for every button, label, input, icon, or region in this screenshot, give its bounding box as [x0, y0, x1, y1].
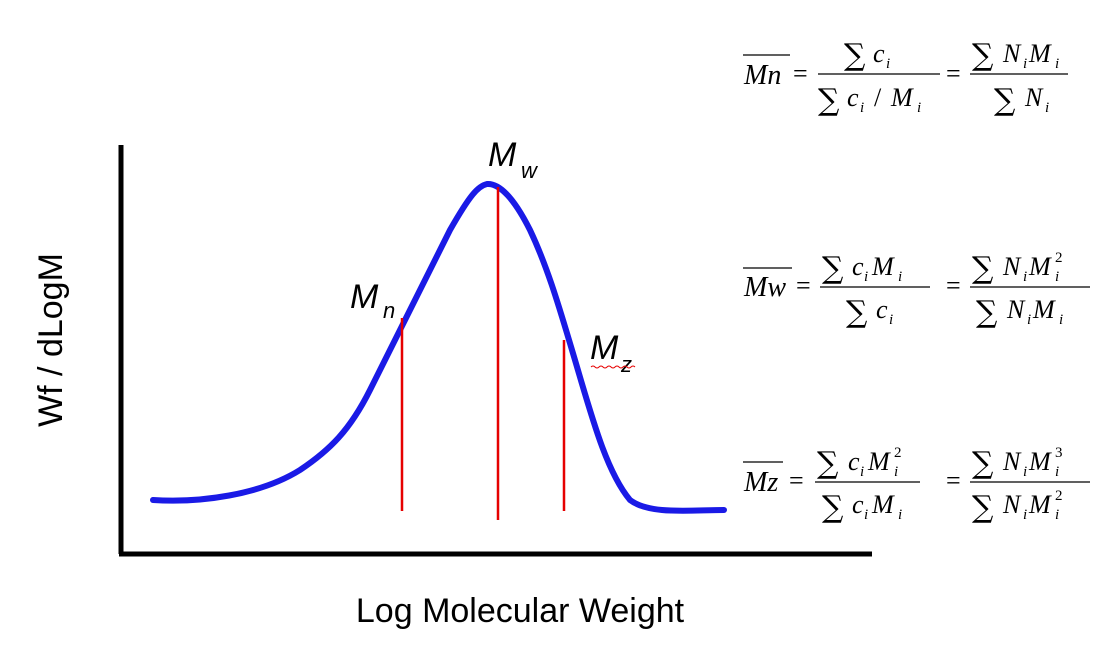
svg-text:=: =	[946, 466, 961, 495]
svg-text:3: 3	[1055, 445, 1063, 461]
svg-text:M: M	[867, 447, 891, 476]
mz-label-base: M	[590, 329, 619, 367]
mz-lhs: Mz	[743, 467, 778, 498]
mw-lhs: Mw	[743, 272, 786, 303]
svg-text:c: c	[876, 295, 888, 324]
svg-text:M: M	[890, 83, 914, 112]
svg-text:i: i	[864, 507, 868, 523]
svg-text:i: i	[886, 56, 890, 72]
svg-text:N: N	[1002, 490, 1022, 519]
mn-label-sub: n	[383, 298, 395, 323]
svg-text:c: c	[873, 39, 885, 68]
svg-text:i: i	[860, 464, 864, 480]
svg-text:i: i	[1023, 464, 1027, 480]
svg-text:∑: ∑	[972, 446, 994, 481]
svg-text:i: i	[898, 507, 902, 523]
svg-text:2: 2	[1055, 488, 1063, 504]
svg-text:i: i	[1055, 56, 1059, 72]
svg-text:i: i	[1027, 312, 1031, 328]
svg-text:∑: ∑	[817, 446, 839, 481]
svg-text:N: N	[1002, 252, 1022, 281]
svg-text:i: i	[1055, 464, 1059, 480]
svg-text:i: i	[894, 464, 898, 480]
x-axis-label: Log Molecular Weight	[356, 592, 685, 630]
svg-text:=: =	[796, 271, 811, 300]
marker-lines	[400, 187, 566, 520]
svg-text:M: M	[1032, 295, 1056, 324]
equation-mw: Mw = ∑ c i M i ∑ c i = ∑ N i M 2 i ∑ N i…	[743, 250, 1090, 330]
svg-text:∑: ∑	[972, 490, 994, 525]
svg-text:M: M	[871, 252, 895, 281]
spellcheck-underline	[590, 365, 636, 369]
svg-text:M: M	[1028, 447, 1052, 476]
svg-text:∑: ∑	[844, 38, 866, 73]
svg-text:=: =	[789, 466, 804, 495]
svg-text:N: N	[1024, 83, 1044, 112]
svg-text:i: i	[889, 312, 893, 328]
svg-text:i: i	[864, 269, 868, 285]
svg-text:N: N	[1002, 447, 1022, 476]
svg-text:i: i	[917, 100, 921, 116]
svg-text:i: i	[1059, 312, 1063, 328]
svg-text:c: c	[848, 447, 860, 476]
svg-text:∑: ∑	[818, 83, 840, 118]
svg-text:M: M	[871, 490, 895, 519]
svg-text:i: i	[1023, 56, 1027, 72]
equation-mn: Mn = ∑ c i ∑ c i / M i = ∑ N i M i ∑ N i	[743, 38, 1068, 118]
svg-text:2: 2	[1055, 250, 1063, 266]
mw-label-base: M	[488, 136, 517, 174]
svg-text:i: i	[898, 269, 902, 285]
svg-text:=: =	[946, 271, 961, 300]
svg-text:N: N	[1002, 39, 1022, 68]
mz-label-sub: z	[620, 352, 632, 377]
mn-label-base: M	[350, 278, 379, 316]
svg-text:i: i	[1023, 507, 1027, 523]
distribution-curve	[150, 181, 727, 514]
axes	[118, 145, 872, 557]
svg-text:=: =	[793, 59, 808, 88]
mw-label: M w	[488, 136, 539, 183]
svg-text:∑: ∑	[994, 83, 1016, 118]
svg-text:∑: ∑	[822, 490, 844, 525]
svg-text:∑: ∑	[976, 295, 998, 330]
svg-text:/: /	[874, 83, 882, 112]
svg-text:M: M	[1028, 252, 1052, 281]
svg-text:i: i	[1023, 269, 1027, 285]
mn-lhs: Mn	[743, 60, 781, 91]
svg-text:c: c	[847, 83, 859, 112]
svg-text:N: N	[1006, 295, 1026, 324]
svg-text:M: M	[1028, 490, 1052, 519]
mz-label: M z	[590, 329, 636, 377]
svg-text:c: c	[852, 252, 864, 281]
y-axis-label: Wf / dLogM	[32, 253, 70, 427]
svg-text:∑: ∑	[822, 251, 844, 286]
svg-text:∑: ∑	[972, 38, 994, 73]
svg-text:M: M	[1028, 39, 1052, 68]
svg-text:∑: ∑	[846, 295, 868, 330]
mn-label: M n	[350, 278, 395, 323]
svg-text:i: i	[1055, 269, 1059, 285]
svg-text:2: 2	[894, 445, 902, 461]
svg-text:i: i	[1055, 507, 1059, 523]
mw-label-sub: w	[521, 158, 539, 183]
equation-mz: Mz = ∑ c i M 2 i ∑ c i M i = ∑ N i M 3 i…	[743, 445, 1090, 525]
svg-text:c: c	[852, 490, 864, 519]
svg-text:i: i	[1045, 100, 1049, 116]
svg-text:=: =	[946, 59, 961, 88]
svg-text:i: i	[860, 100, 864, 116]
svg-text:∑: ∑	[972, 251, 994, 286]
